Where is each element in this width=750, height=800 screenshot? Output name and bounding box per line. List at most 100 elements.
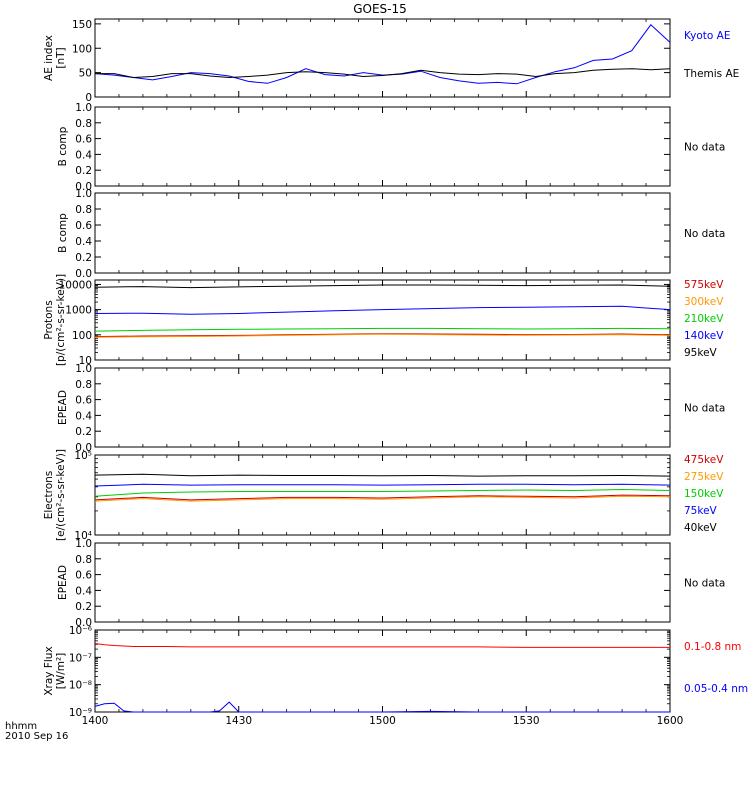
chart-title: GOES-15 <box>353 2 407 16</box>
legend-entry: No data <box>684 228 725 240</box>
panel-frame <box>94 192 671 274</box>
y-tick-label: 10 <box>79 355 92 367</box>
legend-entry: Kyoto AE <box>684 30 730 42</box>
y-tick-label: 10⁻⁹ <box>69 707 92 719</box>
date-label: 2010 Sep 16 <box>5 731 68 742</box>
y-tick-label: 0 <box>85 92 92 104</box>
y-tick-label: 10000 <box>59 279 92 291</box>
y-tick-label: 10⁻⁸ <box>69 680 92 692</box>
legend-entry: 475keV <box>684 454 724 466</box>
series-line-300kev <box>94 333 671 338</box>
y-axis-label: B comp <box>57 213 69 253</box>
y-tick-label: 0.0 <box>75 181 92 193</box>
time-corner-label: hhmm <box>5 721 37 732</box>
y-tick-label: 0.2 <box>75 165 92 177</box>
y-axis-label: EPEAD <box>57 390 69 425</box>
series-line-210kev <box>94 327 671 332</box>
y-tick-label: 1000 <box>65 305 92 317</box>
panel-frame <box>94 279 671 361</box>
panel-frame <box>94 367 671 448</box>
y-tick-label: 0.6 <box>75 220 92 232</box>
panel-epead2: 0.0 0.2 0.4 0.6 0.8 1.0 EPEAD No data <box>57 538 725 629</box>
legend-entry: No data <box>684 403 725 415</box>
series-line-95kev <box>94 284 671 289</box>
legend-entry: 300keV <box>684 296 724 308</box>
y-tick-label: 1.0 <box>75 102 92 114</box>
series-line-0-05-0-4-nm <box>94 701 670 713</box>
legend-entry: 275keV <box>684 471 724 483</box>
y-tick-label: 50 <box>79 68 92 80</box>
y-tick-label: 0.8 <box>75 204 92 216</box>
y-tick-label: 0.6 <box>75 134 92 146</box>
legend-entry: 0.05-0.4 nm <box>684 683 748 695</box>
legend-entry: 210keV <box>684 313 724 325</box>
y-tick-label: 10⁻⁶ <box>69 625 92 637</box>
y-tick-label: 0.8 <box>75 554 92 566</box>
y-tick-label: 0.0 <box>75 442 92 454</box>
y-tick-label: 100 <box>72 330 92 342</box>
y-tick-label: 0.6 <box>75 570 92 582</box>
legend-entry: No data <box>684 578 725 590</box>
legend-entry: 0.1-0.8 nm <box>684 641 741 653</box>
y-tick-label: 0.4 <box>75 236 92 248</box>
panel-frame <box>94 629 671 713</box>
y-tick-label: 150 <box>72 19 92 31</box>
series-line-themis-ae <box>95 68 671 79</box>
y-axis-label: Electrons[e/(cm²-s-sr-keV)] <box>43 449 67 541</box>
panel-electrons: 10⁴ 10⁵ Electrons[e/(cm²-s-sr-keV)] 475keV 2… <box>43 449 724 542</box>
series-line-140kev <box>94 305 671 315</box>
legend-entry: 75keV <box>684 505 718 517</box>
x-tick-label: 1430 <box>225 715 252 727</box>
y-tick-label: 10⁵ <box>74 450 92 462</box>
x-tick-label: 1500 <box>369 715 396 727</box>
y-axis-label: AE index[nT] <box>43 35 67 81</box>
legend-entry: 95keV <box>684 347 718 359</box>
y-axis-label: Xray Flux[W/m²] <box>43 646 67 695</box>
legend-entry: 575keV <box>684 279 724 291</box>
x-tick-label: 1400 <box>82 715 109 727</box>
y-tick-label: 0.2 <box>75 252 92 264</box>
series-line-150kev <box>94 488 671 497</box>
panel-frame <box>94 454 671 536</box>
y-tick-label: 0.2 <box>75 426 92 438</box>
panel-epead1: 0.0 0.2 0.4 0.6 0.8 1.0 EPEAD No data <box>57 363 725 454</box>
y-axis-label: Protons[p/(cm²-s-sr-keV)] <box>43 274 67 366</box>
series-line-275kev <box>94 495 671 502</box>
y-tick-label: 10⁴ <box>74 530 92 542</box>
series-line-40kev <box>94 473 671 477</box>
y-tick-label: 1.0 <box>75 188 92 200</box>
y-tick-label: 1.0 <box>75 538 92 550</box>
y-tick-label: 100 <box>72 43 92 55</box>
legend-entry: No data <box>684 142 725 154</box>
x-tick-label: 1530 <box>513 715 540 727</box>
y-tick-label: 0.4 <box>75 585 92 597</box>
panel-bcomp2: 0.0 0.2 0.4 0.6 0.8 1.0 B comp No data <box>57 188 725 280</box>
y-tick-label: 0.0 <box>75 617 92 629</box>
y-tick-label: 0.0 <box>75 268 92 280</box>
y-tick-label: 1.0 <box>75 363 92 375</box>
panel-bcomp1: 0.0 0.2 0.4 0.6 0.8 1.0 B comp No data <box>57 102 725 193</box>
y-tick-label: 0.8 <box>75 379 92 391</box>
panel-frame <box>94 542 671 623</box>
series-line-75kev <box>94 483 671 487</box>
panel-frame <box>94 18 671 98</box>
panel-frame <box>94 106 671 187</box>
y-tick-label: 0.8 <box>75 118 92 130</box>
series-line-475kev <box>94 494 671 501</box>
legend-entry: 140keV <box>684 330 724 342</box>
y-axis-label: B comp <box>57 126 69 166</box>
y-axis-label: EPEAD <box>57 565 69 600</box>
legend-entry: 40keV <box>684 522 718 534</box>
x-tick-label: 1600 <box>657 715 684 727</box>
y-tick-label: 10⁻⁷ <box>69 652 92 664</box>
legend-entry: Themis AE <box>683 68 739 80</box>
y-tick-label: 0.4 <box>75 149 92 161</box>
panel-ae: 0 50 100 150 AE index[nT] Kyoto AE Themis AE <box>43 18 739 104</box>
y-tick-label: 0.2 <box>75 601 92 613</box>
legend-entry: 150keV <box>684 488 724 500</box>
y-tick-label: 0.6 <box>75 395 92 407</box>
series-line-0-1-0-8-nm <box>94 643 670 648</box>
